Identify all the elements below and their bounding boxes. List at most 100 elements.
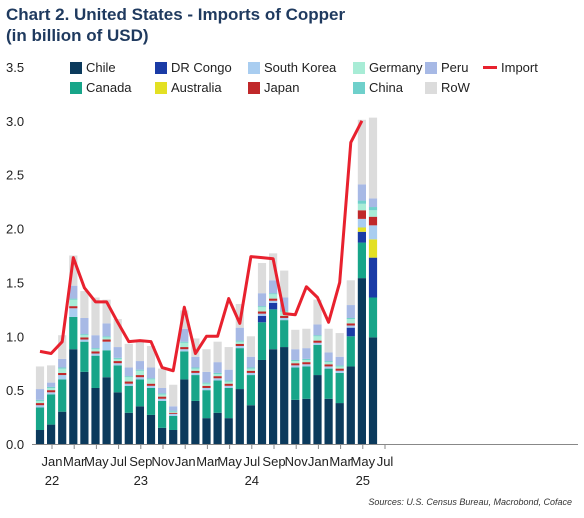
bar-segment-china bbox=[269, 293, 278, 295]
bar-segment-chile bbox=[124, 412, 133, 444]
bar-segment-germany bbox=[191, 368, 200, 371]
y-axis: 0.0 0.5 1.0 1.5 2.0 2.5 3.0 3.5 bbox=[6, 60, 24, 452]
bar-segment-canada bbox=[213, 380, 222, 413]
bar-segment-germany bbox=[368, 210, 378, 217]
bar-segment-peru bbox=[235, 327, 244, 341]
bar-segment-japan bbox=[357, 210, 366, 219]
bar-segment-chile bbox=[180, 379, 189, 444]
x-year-label: 24 bbox=[245, 473, 259, 488]
legend-item-japan: Japan bbox=[248, 80, 299, 95]
bar-segment-peru bbox=[335, 356, 344, 366]
bar-segment-south-korea bbox=[335, 370, 344, 373]
bar-segment-japan bbox=[235, 343, 244, 346]
y-tick-label: 2.0 bbox=[6, 222, 24, 237]
bar-segment-chile bbox=[324, 398, 333, 444]
bar-segment-china bbox=[291, 359, 300, 362]
x-tick-label: May bbox=[217, 454, 242, 469]
bar-segment-germany bbox=[47, 387, 56, 391]
bar-segment-south-korea bbox=[146, 385, 156, 388]
bar-segment-japan bbox=[146, 383, 156, 386]
bar-segment-china bbox=[346, 317, 355, 320]
x-tick-label: Jan bbox=[175, 454, 196, 469]
bar-segment-peru bbox=[158, 387, 167, 394]
bar-segment-japan bbox=[91, 351, 100, 354]
y-tick-label: 2.5 bbox=[6, 168, 24, 183]
bar-segment-germany bbox=[169, 411, 178, 413]
bar-segment-japan bbox=[169, 412, 178, 414]
bar-segment-peru bbox=[35, 389, 45, 400]
y-tick-label: 1.5 bbox=[6, 275, 24, 290]
x-tick-label: Jul bbox=[377, 454, 394, 469]
bar-segment-australia bbox=[357, 227, 366, 232]
bar-segment-row bbox=[346, 280, 355, 306]
bar-segment-germany bbox=[346, 319, 355, 324]
bar-segment-south-korea bbox=[280, 317, 289, 321]
y-tick-label: 3.5 bbox=[6, 60, 24, 75]
bar-segment-chile bbox=[146, 414, 156, 444]
bar-segment-canada bbox=[113, 365, 122, 393]
bar-segment-germany bbox=[158, 394, 167, 397]
bar-segment-south-korea bbox=[202, 387, 211, 391]
bar-segment-canada bbox=[246, 375, 255, 406]
bar-segment-chile bbox=[202, 418, 211, 444]
bar-segment-germany bbox=[80, 335, 89, 338]
bar-segment-germany bbox=[135, 370, 144, 376]
x-tick-label: May bbox=[351, 454, 376, 469]
legend-swatch bbox=[353, 61, 365, 74]
bar-segment-china bbox=[202, 382, 211, 384]
bar-segment-japan bbox=[124, 381, 133, 384]
legend-label: DR Congo bbox=[171, 60, 232, 75]
bar-segment-row bbox=[246, 336, 255, 357]
bar-segment-canada bbox=[313, 344, 322, 376]
x-tick-label: Jan bbox=[308, 454, 329, 469]
bar-segment-japan bbox=[291, 363, 300, 366]
bar-segment-row bbox=[313, 299, 322, 325]
bar-segment-row bbox=[80, 291, 89, 318]
bar-segment-south-korea bbox=[158, 398, 167, 401]
bar-segment-chile bbox=[102, 377, 111, 444]
bar-segment-chile bbox=[269, 349, 278, 444]
bar-segment-canada bbox=[346, 336, 355, 367]
bar-segment-china bbox=[224, 380, 233, 382]
bar-segment-canada bbox=[357, 242, 366, 279]
bar-segment-south-korea bbox=[269, 300, 278, 303]
bar-segment-chile bbox=[224, 418, 233, 444]
bar-segment-germany bbox=[257, 307, 267, 312]
bar-segment-china bbox=[47, 386, 56, 388]
bar-segment-japan bbox=[180, 347, 189, 350]
x-tick-label: May bbox=[84, 454, 109, 469]
legend-label: Germany bbox=[369, 60, 423, 75]
bar-segment-germany bbox=[102, 337, 111, 340]
bar-segment-peru bbox=[213, 362, 222, 373]
legend-item-china: China bbox=[353, 80, 403, 95]
bar-segment-china bbox=[180, 341, 189, 343]
bar-segment-canada bbox=[291, 367, 300, 400]
bar-segment-row bbox=[146, 345, 156, 368]
bar-segment-south-korea bbox=[91, 353, 100, 356]
bar-segment-canada bbox=[235, 348, 244, 390]
legend-swatch bbox=[155, 61, 167, 74]
bar-segment-china bbox=[135, 369, 144, 371]
bar-segment-south-korea bbox=[257, 313, 267, 316]
bar-segment-chile bbox=[91, 387, 100, 444]
legend-label: China bbox=[369, 80, 403, 95]
bar-segment-row bbox=[280, 270, 289, 298]
legend-swatch bbox=[425, 61, 437, 74]
bar-segment-chile bbox=[191, 400, 200, 444]
bar-segment-germany bbox=[291, 361, 300, 364]
bar-segment-germany bbox=[213, 373, 222, 377]
bar-segment-chile bbox=[158, 427, 167, 444]
bar-segment-row bbox=[180, 310, 189, 329]
legend-swatch bbox=[248, 81, 260, 94]
bar-segment-peru bbox=[302, 348, 311, 359]
bar-segment-canada bbox=[69, 316, 78, 350]
legend-label: Import bbox=[501, 60, 538, 75]
bar-segment-peru bbox=[113, 347, 122, 358]
bar-segment-germany bbox=[357, 203, 366, 211]
bar-segment-canada bbox=[224, 387, 233, 419]
bar-segment-germany bbox=[180, 342, 189, 348]
x-tick-label: Jul bbox=[110, 454, 127, 469]
bar-segment-chile bbox=[69, 349, 78, 444]
bar-segment-peru bbox=[257, 293, 267, 307]
legend-label: South Korea bbox=[264, 60, 337, 75]
